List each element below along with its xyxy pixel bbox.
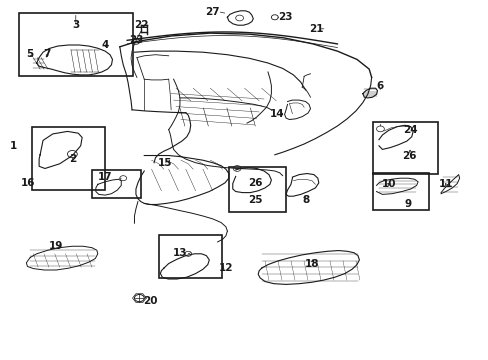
Bar — [159, 235, 222, 278]
Text: 1: 1 — [10, 141, 17, 151]
Text: 16: 16 — [21, 178, 36, 188]
Text: 10: 10 — [381, 179, 395, 189]
Bar — [228, 167, 285, 212]
Text: 22: 22 — [134, 20, 149, 30]
Text: 24: 24 — [403, 125, 417, 135]
Bar — [372, 173, 428, 210]
Text: 15: 15 — [158, 158, 172, 168]
Text: 27: 27 — [205, 6, 220, 17]
Text: 5: 5 — [26, 49, 33, 59]
Bar — [372, 122, 437, 174]
Text: 6: 6 — [376, 81, 383, 91]
Text: 8: 8 — [302, 195, 308, 205]
Text: 20: 20 — [143, 296, 158, 306]
Text: 25: 25 — [248, 195, 263, 205]
Text: 26: 26 — [402, 150, 416, 161]
Text: 17: 17 — [98, 172, 112, 182]
Text: 14: 14 — [269, 109, 284, 120]
Text: 23: 23 — [277, 12, 292, 22]
Text: 19: 19 — [49, 240, 63, 251]
Text: 13: 13 — [172, 248, 187, 258]
Bar — [32, 127, 105, 190]
Text: 7: 7 — [42, 49, 50, 59]
Text: 21: 21 — [309, 24, 324, 34]
Text: 3: 3 — [72, 20, 79, 30]
Text: 4: 4 — [101, 40, 109, 50]
Text: 9: 9 — [404, 199, 411, 210]
Text: 2: 2 — [69, 154, 76, 164]
Text: 23: 23 — [128, 35, 143, 45]
Bar — [19, 13, 133, 76]
Bar — [92, 170, 141, 198]
Text: 12: 12 — [218, 263, 233, 273]
Text: 26: 26 — [248, 178, 263, 188]
Text: 11: 11 — [438, 179, 452, 189]
Text: 18: 18 — [304, 258, 319, 269]
